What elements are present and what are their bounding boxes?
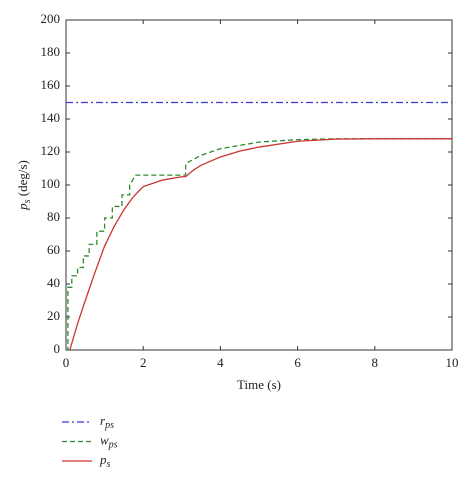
y-tick-label: 0 — [54, 341, 61, 356]
x-tick-label: 2 — [140, 355, 147, 370]
y-tick-label: 200 — [41, 11, 61, 26]
y-tick-label: 120 — [41, 143, 61, 158]
y-tick-label: 80 — [47, 209, 60, 224]
x-tick-label: 10 — [446, 355, 459, 370]
y-tick-label: 20 — [47, 308, 60, 323]
y-tick-label: 100 — [41, 176, 61, 191]
y-tick-label: 60 — [47, 242, 60, 257]
y-tick-label: 180 — [41, 44, 61, 59]
legend-label: rps — [100, 413, 114, 431]
plot-frame — [65, 19, 453, 351]
y-axis-label: ps (deg/s) — [15, 160, 33, 211]
y-tick-label: 160 — [41, 77, 61, 92]
series-line — [66, 138, 452, 351]
legend-label: wps — [100, 432, 118, 450]
x-tick-label: 8 — [372, 355, 379, 370]
x-tick-label: 4 — [217, 355, 224, 370]
x-tick-label: 6 — [294, 355, 301, 370]
x-axis-label: Time (s) — [237, 377, 281, 392]
y-tick-label: 40 — [47, 275, 60, 290]
legend-label: ps — [99, 452, 111, 470]
series-line — [69, 138, 452, 351]
x-tick-label: 0 — [63, 355, 70, 370]
y-tick-label: 140 — [41, 110, 61, 125]
